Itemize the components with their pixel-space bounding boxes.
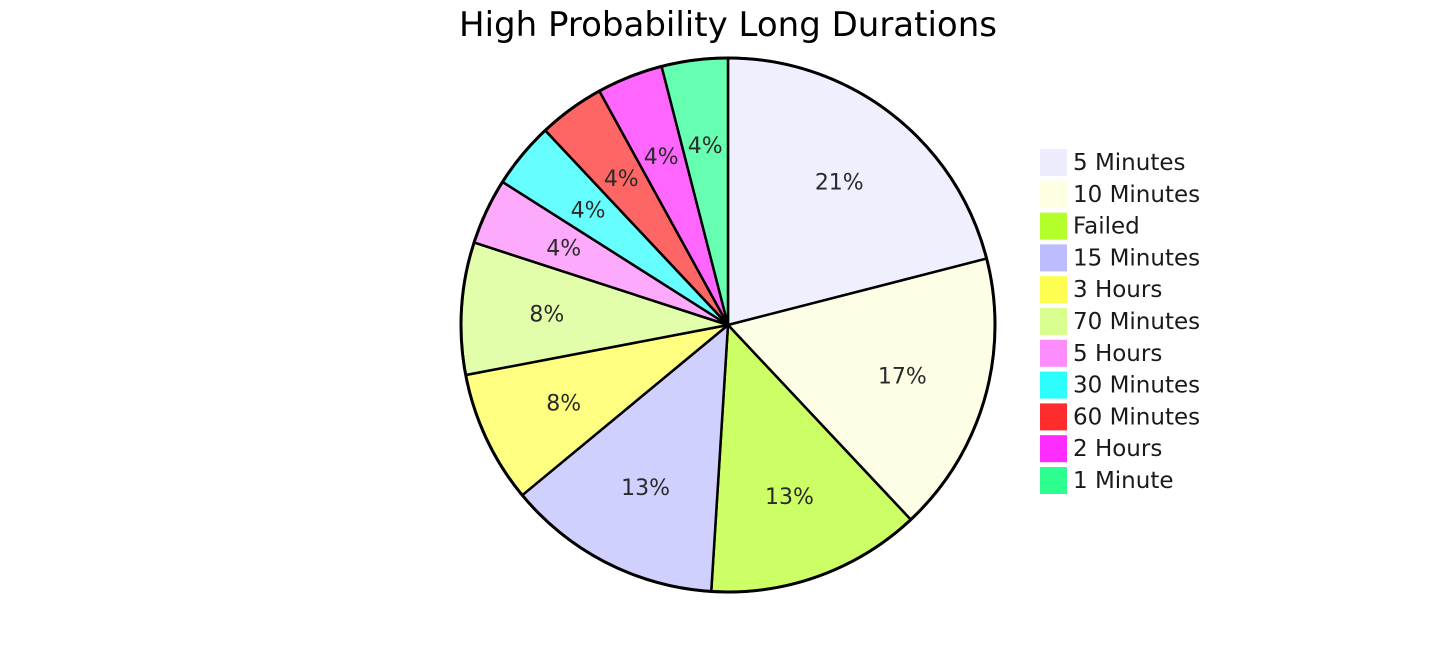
pie-slices [459, 56, 997, 594]
legend-label: 3 Hours [1073, 277, 1162, 303]
legend: 5 Minutes 10 Minutes Failed 15 Minutes 3 Hou… [1040, 149, 1200, 494]
legend-item[interactable]: 15 Minutes [1040, 244, 1200, 272]
pie-slice-label: 4% [688, 134, 723, 159]
pie-outline [459, 56, 997, 594]
legend-label: 5 Minutes [1073, 150, 1185, 176]
legend-swatch [1040, 149, 1067, 176]
legend-label: 1 Minute [1073, 468, 1174, 494]
legend-label: 2 Hours [1073, 436, 1162, 462]
legend-label: 15 Minutes [1073, 245, 1200, 271]
legend-label: 30 Minutes [1073, 373, 1200, 399]
legend-swatch [1040, 308, 1067, 335]
legend-swatch [1040, 212, 1067, 240]
legend-swatch [1040, 180, 1067, 208]
legend-item[interactable]: 70 Minutes [1040, 308, 1200, 335]
pie-slice-label: 17% [878, 365, 927, 390]
legend-swatch [1040, 371, 1067, 399]
pie-slice-label: 4% [571, 198, 606, 223]
pie-slice-labels: 21%17%13%13%8%8%4%4%4%4% 4% [529, 134, 926, 510]
legend-label: 70 Minutes [1073, 309, 1200, 335]
pie-slice-label: 21% [815, 171, 864, 196]
legend-swatch [1040, 244, 1067, 272]
legend-item[interactable]: 1 Minute [1040, 467, 1174, 494]
pie-slice-label: 8% [529, 303, 564, 328]
legend-item[interactable]: 3 Hours [1040, 276, 1162, 304]
legend-label: Failed [1073, 214, 1140, 240]
legend-item[interactable]: 5 Hours [1040, 339, 1162, 367]
legend-item[interactable]: Failed [1040, 212, 1140, 240]
legend-item[interactable]: 5 Minutes [1040, 149, 1185, 176]
legend-label: 60 Minutes [1073, 404, 1200, 430]
legend-swatch [1040, 467, 1067, 494]
legend-swatch [1040, 339, 1067, 367]
legend-item[interactable]: 10 Minutes [1040, 180, 1200, 208]
pie-slice-label: 8% [546, 391, 581, 416]
pie-slice-label: 4% [644, 145, 679, 170]
legend-swatch [1040, 276, 1067, 304]
pie-slice-label: 13% [765, 485, 814, 510]
legend-item[interactable]: 30 Minutes [1040, 371, 1200, 399]
legend-item[interactable]: 60 Minutes [1040, 403, 1200, 431]
pie-slice-label: 4% [604, 167, 639, 192]
pie-slice-label: 4% [546, 237, 581, 262]
legend-label: 10 Minutes [1073, 182, 1200, 208]
legend-swatch [1040, 435, 1067, 463]
legend-item[interactable]: 2 Hours [1040, 435, 1162, 463]
pie-slice-label: 13% [621, 476, 670, 501]
legend-swatch [1040, 403, 1067, 431]
legend-label: 5 Hours [1073, 341, 1162, 367]
chart-title: High Probability Long Durations [459, 5, 997, 45]
